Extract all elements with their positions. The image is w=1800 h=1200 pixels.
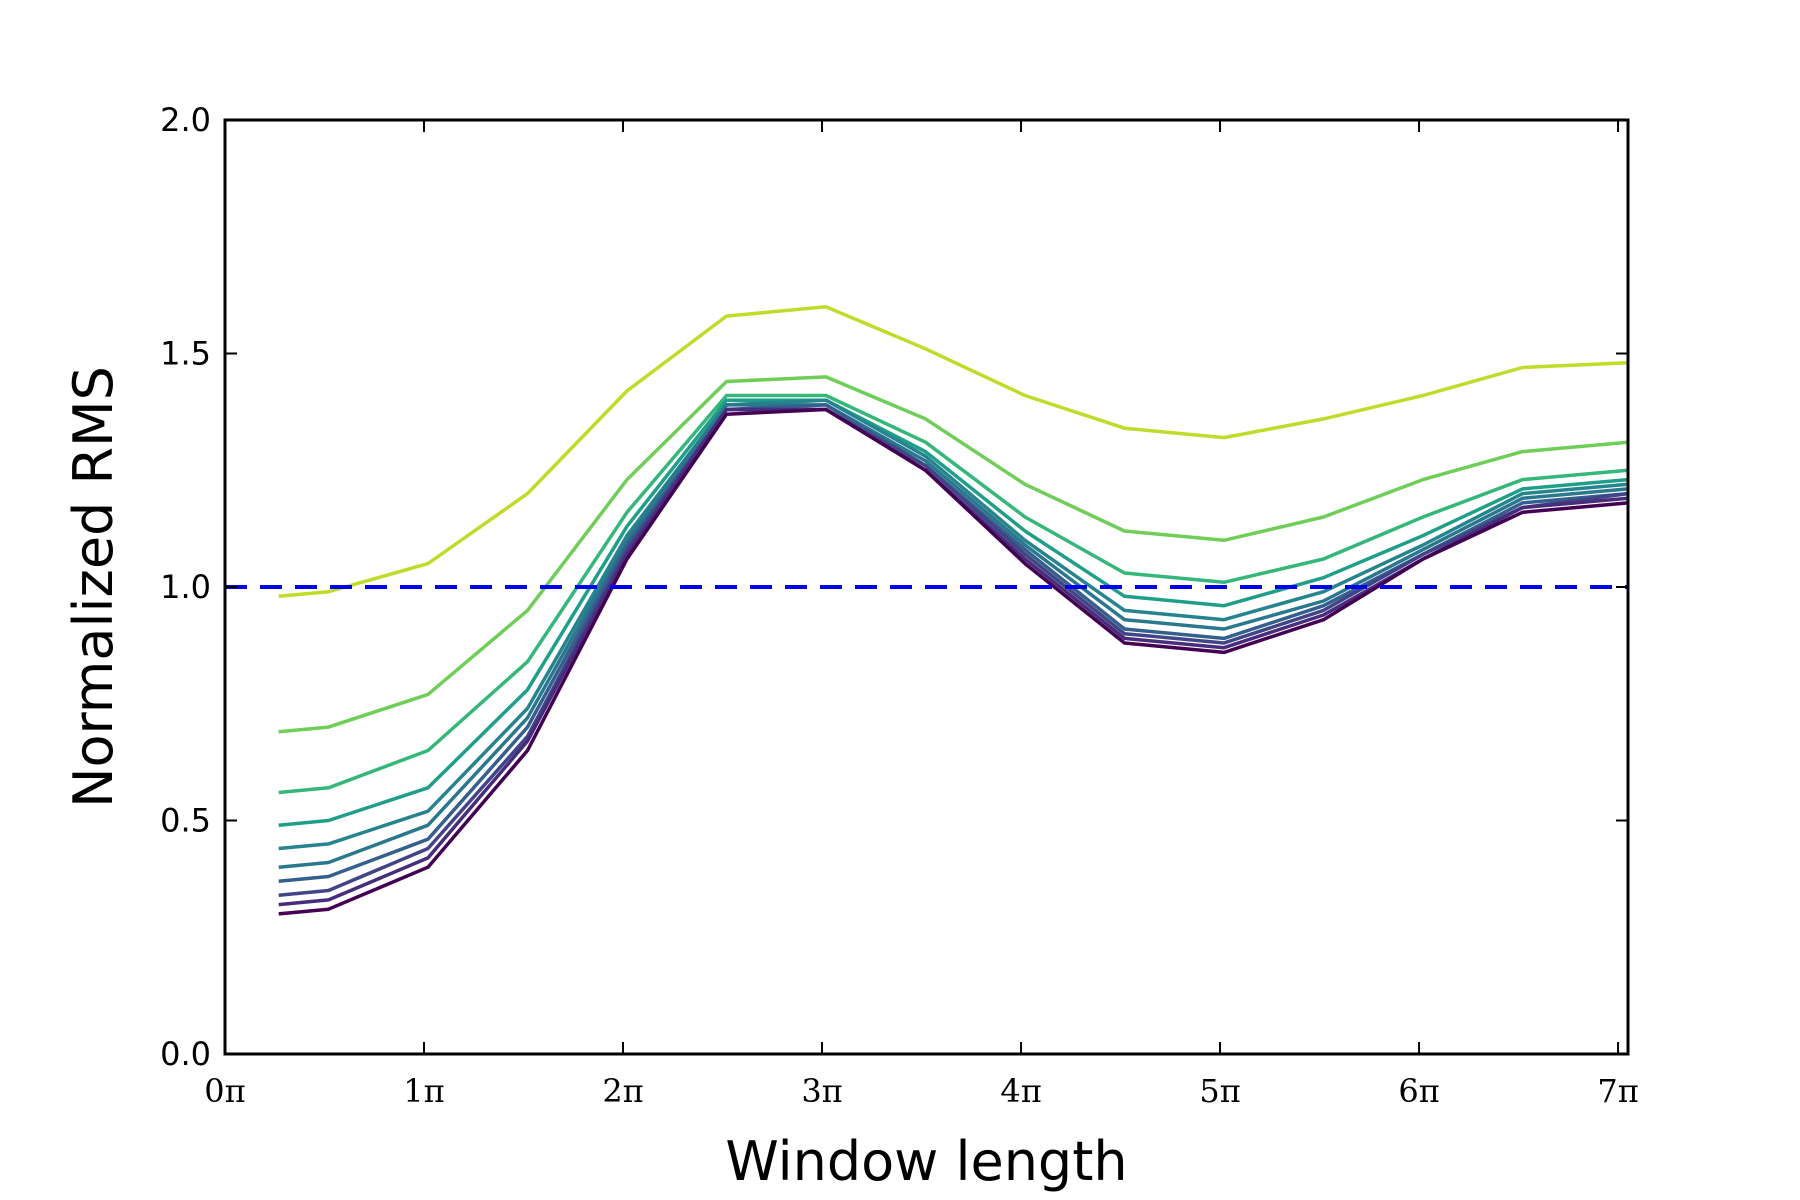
series-line-5 xyxy=(278,398,1629,851)
y-axis-title: Normalized RMS xyxy=(62,366,125,808)
x-tick-label: 6π xyxy=(1398,1072,1439,1110)
x-tick-label: 4π xyxy=(1000,1072,1041,1110)
x-tick-label: 1π xyxy=(403,1072,444,1110)
y-tick-label: 0.0 xyxy=(160,1035,211,1073)
y-tick-label: 0.5 xyxy=(160,802,211,840)
x-tick-label: 3π xyxy=(801,1072,842,1110)
series-line-8 xyxy=(278,407,1629,897)
series-line-10 xyxy=(278,407,1629,916)
x-axis-title: Window length xyxy=(725,1130,1127,1193)
y-tick-label: 1.5 xyxy=(160,335,211,373)
series-line-1 xyxy=(278,305,1629,599)
y-tick-label: 2.0 xyxy=(160,101,211,139)
series-layer xyxy=(278,305,1629,916)
tick-layer: 0π 1π 2π 3π 4π 5π 6π 7π 0.0 0.5 1.0 1.5 2.0 xyxy=(160,101,1639,1110)
series-line-4 xyxy=(278,398,1629,827)
x-tick-label: 0π xyxy=(204,1072,245,1110)
x-tick-label: 5π xyxy=(1199,1072,1240,1110)
series-line-2 xyxy=(278,375,1629,734)
x-tick-label: 2π xyxy=(602,1072,643,1110)
series-line-3 xyxy=(278,393,1629,795)
x-tick-label: 7π xyxy=(1597,1072,1638,1110)
y-tick-label: 1.0 xyxy=(160,568,211,606)
series-line-6 xyxy=(278,403,1629,869)
